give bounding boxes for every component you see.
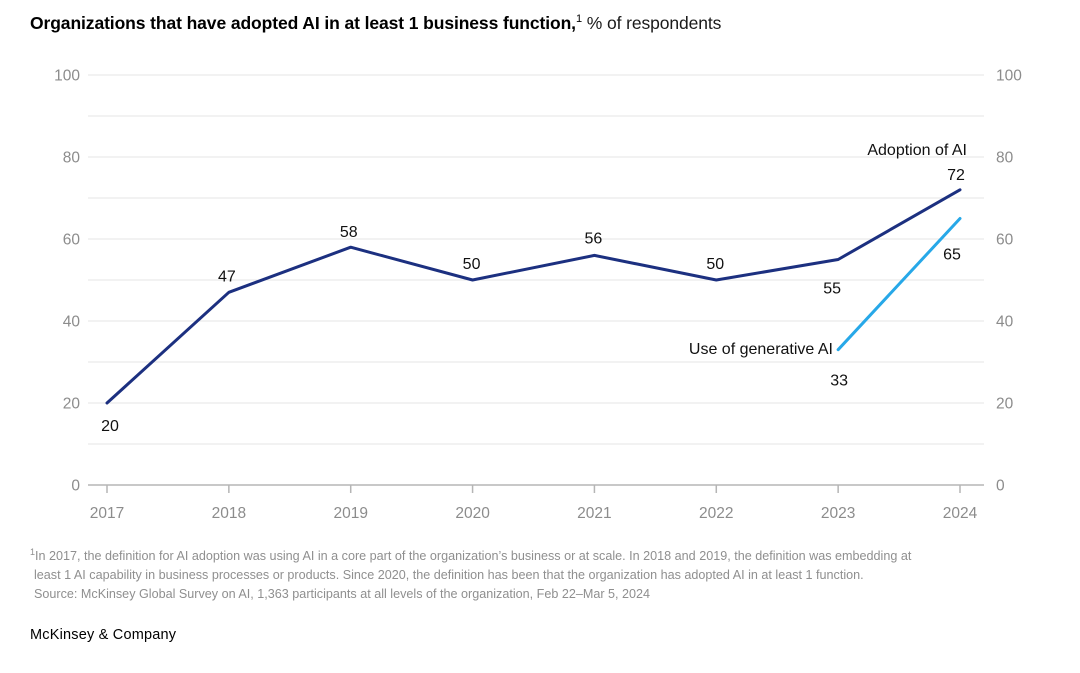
y-tick-label-left: 60	[63, 232, 81, 249]
x-tick-label: 2017	[90, 505, 124, 522]
data-label-adoption-of-ai-2021: 56	[585, 230, 603, 247]
y-tick-label-right: 20	[996, 396, 1014, 413]
footnote-line-1: 1In 2017, the definition for AI adoption…	[30, 547, 1045, 566]
page-title-main: Organizations that have adopted AI in at…	[30, 13, 576, 33]
page-title-unit: % of respondents	[581, 13, 722, 33]
x-tick-label: 2023	[821, 505, 855, 522]
x-tick-label: 2022	[699, 505, 733, 522]
series-label-adoption-of-ai: Adoption of AI	[867, 142, 967, 159]
footnote-marker: 1	[30, 546, 36, 557]
data-label-adoption-of-ai-2018: 47	[218, 268, 236, 285]
y-tick-label-left: 20	[63, 396, 81, 413]
data-label-adoption-of-ai-2020: 50	[463, 256, 481, 273]
mckinsey-company-wordmark: McKinsey & Company	[30, 627, 177, 643]
y-tick-label-right: 40	[996, 314, 1014, 331]
series-line-use-of-generative-ai	[836, 217, 962, 352]
y-tick-label-right: 0	[996, 478, 1005, 495]
x-tick-label: 2021	[577, 505, 611, 522]
y-tick-label-right: 80	[996, 150, 1014, 167]
footnote-text-1: In 2017, the definition for AI adoption …	[35, 549, 912, 563]
data-label-adoption-of-ai-2023: 55	[823, 281, 841, 298]
footnote-line-2: least 1 AI capability in business proces…	[34, 568, 864, 582]
data-label-use-of-generative-ai-2024: 65	[943, 247, 961, 264]
footnote-line-3: Source: McKinsey Global Survey on AI, 1,…	[34, 587, 651, 601]
data-label-use-of-generative-ai-2023: 33	[830, 373, 848, 390]
y-tick-label-right: 100	[996, 68, 1022, 85]
page-title: Organizations that have adopted AI in at…	[30, 13, 721, 34]
y-tick-label-right: 60	[996, 232, 1014, 249]
x-tick-label: 2024	[943, 505, 978, 522]
series-label-use-of-generative-ai: Use of generative AI	[689, 341, 833, 358]
y-tick-label-left: 100	[54, 68, 80, 85]
x-tick-label: 2018	[212, 505, 246, 522]
y-tick-label-left: 80	[63, 150, 81, 167]
x-tick-label: 2020	[455, 505, 490, 522]
data-label-adoption-of-ai-2022: 50	[706, 256, 724, 273]
y-tick-label-left: 40	[63, 314, 81, 331]
data-label-adoption-of-ai-2017: 20	[101, 418, 119, 435]
y-tick-label-left: 0	[71, 478, 80, 495]
data-label-adoption-of-ai-2024: 72	[947, 167, 965, 184]
chart-footnote: 1In 2017, the definition for AI adoption…	[30, 547, 1045, 604]
x-tick-label: 2019	[333, 505, 367, 522]
series-line-adoption-of-ai	[105, 188, 962, 405]
data-label-adoption-of-ai-2019: 58	[340, 224, 358, 241]
title-footnote-marker: 1	[575, 13, 582, 26]
